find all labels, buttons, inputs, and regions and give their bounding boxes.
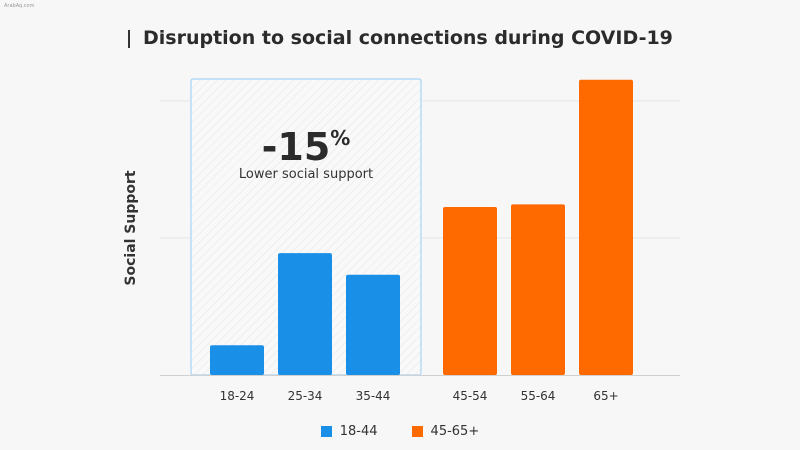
x-tick-45-54: 45-54 [453,389,488,403]
legend-swatch [411,426,423,437]
bars [210,79,633,375]
annotation-value: -15 [262,125,331,169]
x-tick-65+: 65+ [593,389,618,403]
title-accent-bar [128,30,130,48]
annotation-unit: % [330,126,350,150]
annotation: -15% Lower social support [239,125,373,182]
x-tick-55-64: 55-64 [521,389,556,403]
legend-swatch [320,426,332,437]
annotation-text: Lower social support [239,167,373,182]
watermark: ArabAq.com [4,3,35,9]
x-tick-25-34: 25-34 [288,389,323,403]
bar-35-44 [346,274,400,375]
legend-label: 45-65+ [430,424,480,439]
chart-title: Disruption to social connections during … [143,27,673,49]
x-tick-18-24: 18-24 [220,389,255,403]
x-tick-35-44: 35-44 [356,389,391,403]
bar-25-34 [278,253,332,375]
bar-45-54 [443,207,497,375]
y-axis-label: Social Support [123,170,139,286]
legend-item-18-44: 18-44 [320,424,378,439]
bar-18-24 [210,345,264,375]
bar-55-64 [511,204,565,375]
svg-text:-15%: -15% [262,125,351,169]
legend-item-45-65+: 45-65+ [411,424,480,439]
legend-label: 18-44 [339,424,378,439]
bar-65+ [579,79,633,375]
x-tick-labels: 18-24 25-34 35-44 45-54 55-64 65+ [220,389,619,403]
legend: 18-44 45-65+ [0,424,800,439]
